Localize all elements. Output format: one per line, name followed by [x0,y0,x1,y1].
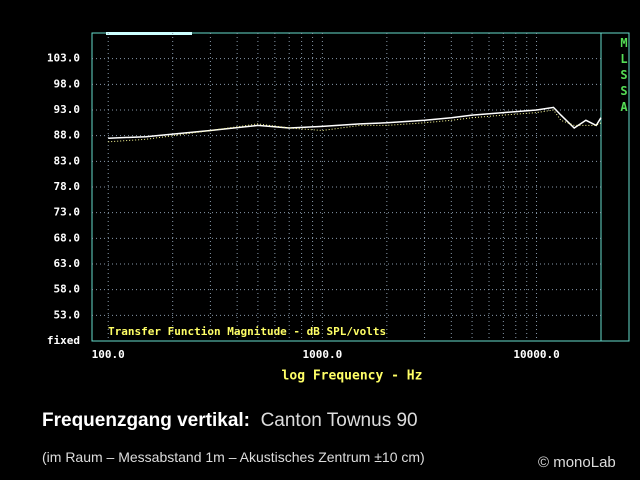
y-tick-label: 68.0 [54,231,81,244]
y-tick-label: 63.0 [54,257,81,270]
side-label: MLSSA [617,36,631,116]
y-tick-label: 93.0 [54,103,81,116]
chart: Transfer Function Magnitude - dB SPL/vol… [47,32,630,384]
chart-title: Transfer Function Magnitude - dB SPL/vol… [108,325,386,338]
caption-subject: Canton Townus 90 [260,410,418,431]
marker-bar [106,32,192,35]
y-tick-label: 53.0 [54,308,81,321]
y-tick-label: 88.0 [54,129,81,142]
y-tick-label: fixed [47,334,80,347]
y-tick-label: 73.0 [54,206,81,219]
y-tick-label: 83.0 [54,154,81,167]
y-tick-label: 58.0 [54,283,81,296]
caption-note: (im Raum – Messabstand 1m – Akustisches … [42,449,425,465]
y-tick-label: 98.0 [54,77,81,90]
y-tick-label: 78.0 [54,180,81,193]
y-tick-label: 103.0 [47,52,80,65]
caption-title: Frequenzgang vertikal: [42,410,250,431]
series-line [108,106,602,139]
x-tick-label: 10000.0 [513,348,559,361]
x-tick-label: 100.0 [92,348,125,361]
x-tick-label: 1000.0 [302,348,342,361]
x-axis-label: log Frequency - Hz [282,369,423,384]
caption: Frequenzgang vertikal: Canton Townus 90 [42,410,418,432]
credit: © monoLab [538,454,616,471]
